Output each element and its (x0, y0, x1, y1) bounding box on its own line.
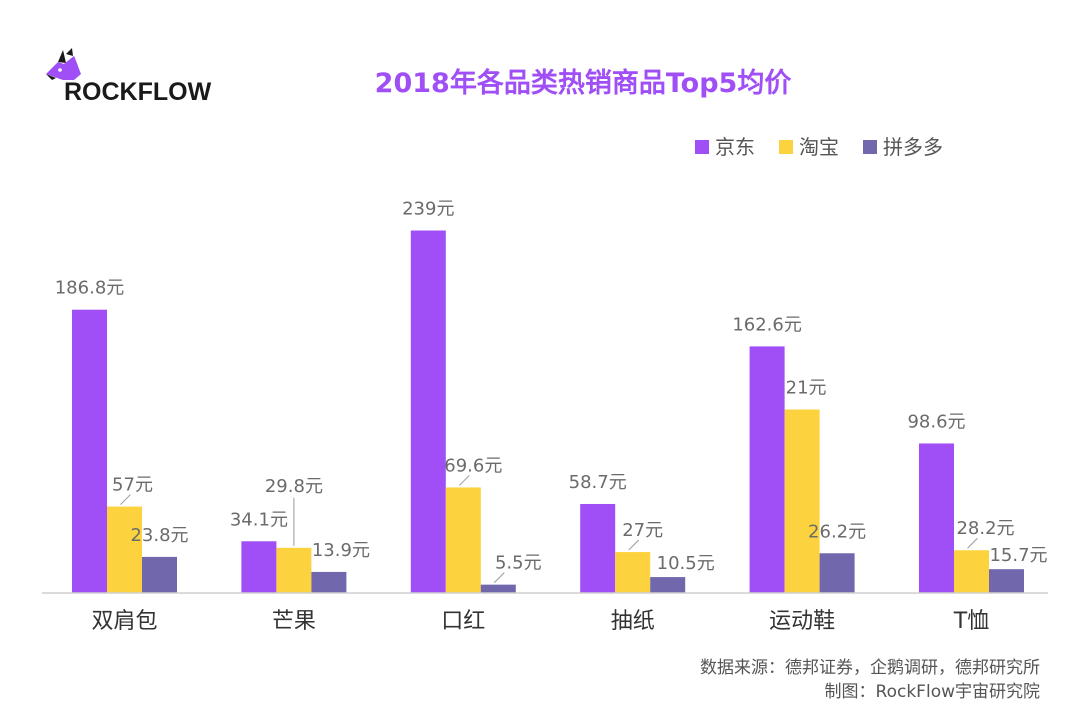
bar-京东-抽纸 (580, 503, 616, 593)
legend-swatch (779, 140, 793, 154)
value-label: 10.5元 (657, 553, 715, 574)
bar-京东-双肩包 (72, 309, 107, 593)
bar-京东-T恤 (919, 443, 954, 593)
value-label: 69.6元 (444, 455, 502, 476)
source-note: 数据来源：德邦证券，企鹅调研，德邦研究所 (700, 658, 1040, 678)
category-label: 芒果 (272, 609, 316, 634)
value-labels: 186.8元 57元 23.8元 34.1元 29.8元 13.9元 239元 69.6元 5.… (55, 199, 1048, 575)
bar-淘宝-口红 (445, 487, 481, 593)
value-label: 13.9元 (312, 540, 370, 561)
credit-note: 制图：RockFlow宇宙研究院 (825, 682, 1040, 702)
value-label: 21元 (786, 377, 827, 398)
value-label: 57元 (112, 475, 153, 496)
value-label: 186.8元 (55, 278, 125, 299)
value-label: 28.2元 (956, 518, 1014, 539)
category-label: 双肩包 (91, 609, 157, 634)
unicorn-icon (46, 48, 81, 80)
category-label: T恤 (953, 609, 989, 634)
leader-line (120, 494, 131, 505)
legend-swatch (863, 140, 877, 154)
bar-淘宝-双肩包 (107, 506, 142, 593)
value-label: 162.6元 (732, 314, 802, 335)
bar-拼多多-抽纸 (650, 577, 686, 593)
bar-淘宝-芒果 (276, 547, 312, 593)
leader-line (493, 572, 505, 584)
legend-label: 拼多多 (883, 135, 943, 159)
bar-淘宝-T恤 (954, 550, 989, 593)
legend-label: 淘宝 (799, 135, 839, 159)
value-label: 5.5元 (495, 553, 542, 574)
category-labels: 双肩包 芒果 口红 抽纸 运动鞋 T恤 (91, 609, 989, 634)
value-label: 98.6元 (907, 411, 965, 432)
bar-京东-运动鞋 (749, 346, 785, 593)
bars (72, 230, 1024, 593)
value-label: 23.8元 (130, 525, 188, 546)
value-label: 29.8元 (265, 476, 323, 497)
legend-swatch (695, 140, 709, 154)
bar-淘宝-运动鞋 (784, 409, 820, 593)
bar-京东-芒果 (241, 541, 277, 593)
leader-line (458, 475, 470, 486)
legend-label: 京东 (715, 135, 755, 159)
bar-拼多多-口红 (480, 584, 516, 593)
bar-拼多多-双肩包 (142, 556, 177, 593)
rockflow-logo: ROCKFLOW (46, 48, 212, 106)
bar-淘宝-抽纸 (615, 552, 651, 593)
value-label: 34.1元 (230, 509, 288, 530)
category-label: 运动鞋 (769, 609, 835, 634)
bar-拼多多-运动鞋 (819, 553, 855, 593)
category-label: 抽纸 (611, 609, 655, 634)
legend: 京东 淘宝 拼多多 (695, 135, 943, 159)
leader-line (967, 537, 978, 549)
value-label: 239元 (402, 199, 454, 220)
leader-line (628, 539, 640, 551)
category-label: 口红 (441, 609, 485, 634)
chart-title: 2018年各品类热销商品Top5均价 (375, 67, 793, 99)
value-label: 58.7元 (569, 472, 627, 493)
bar-拼多多-T恤 (989, 569, 1024, 593)
value-label: 15.7元 (989, 545, 1047, 566)
label-leader-lines (120, 475, 978, 584)
bar-京东-口红 (410, 230, 446, 593)
bar-拼多多-芒果 (311, 571, 347, 593)
logo-text: ROCKFLOW (64, 78, 212, 106)
value-label: 26.2元 (808, 521, 866, 542)
value-label: 27元 (622, 520, 663, 541)
